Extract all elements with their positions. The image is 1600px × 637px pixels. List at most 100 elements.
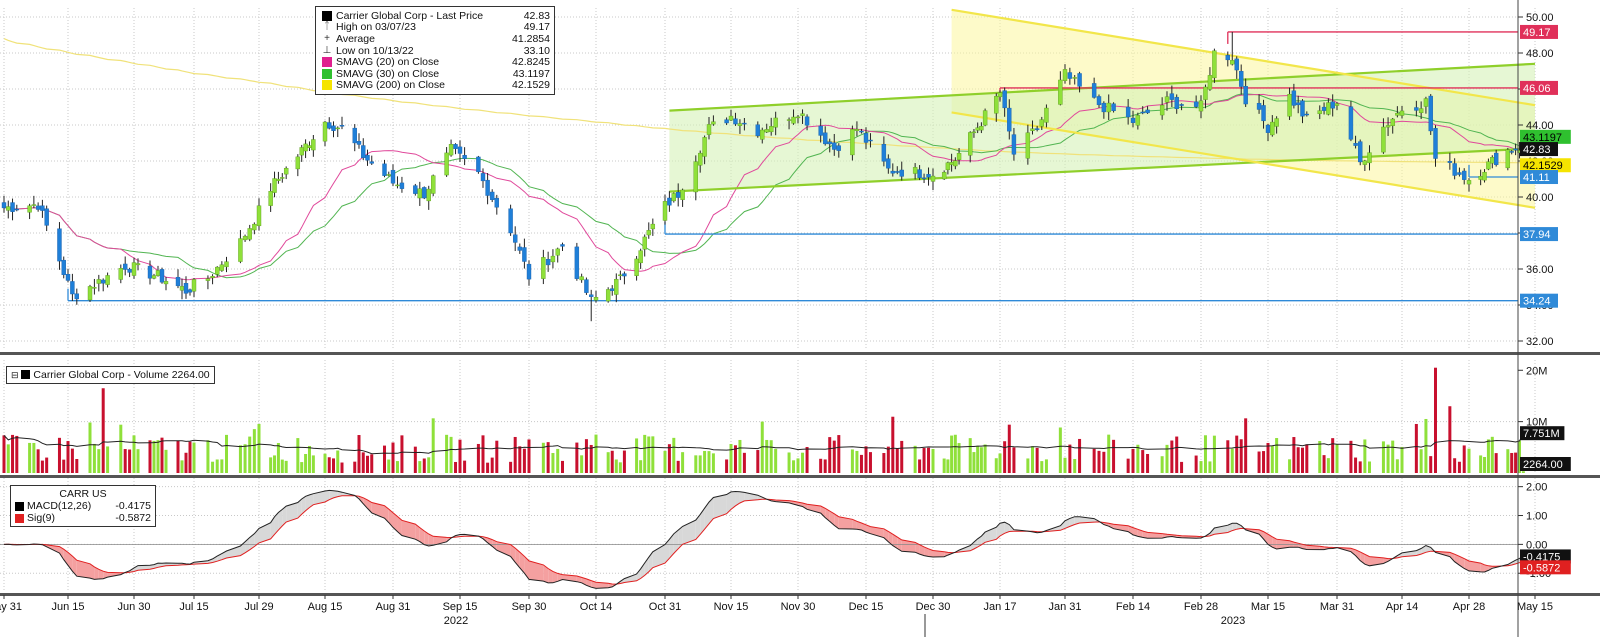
volume-bar bbox=[257, 423, 261, 473]
volume-bar bbox=[1296, 447, 1300, 473]
volume-bar bbox=[1141, 450, 1145, 473]
candle-body bbox=[1212, 50, 1217, 79]
price-tag bbox=[1520, 129, 1571, 144]
volume-bar bbox=[1073, 459, 1077, 473]
candle-body bbox=[1238, 71, 1244, 87]
macd-fill bbox=[305, 494, 310, 511]
volume-bar bbox=[300, 462, 304, 473]
volume-bar bbox=[1510, 452, 1514, 473]
candle-body bbox=[57, 228, 62, 262]
volume-bar bbox=[823, 459, 827, 473]
candle-body bbox=[854, 129, 860, 131]
price-tag bbox=[1520, 142, 1558, 157]
candle-body bbox=[676, 192, 681, 198]
price-tag-text: 42.1529 bbox=[1523, 160, 1563, 172]
candle-body bbox=[1179, 104, 1184, 106]
candle-body bbox=[1193, 101, 1199, 107]
volume-bar bbox=[855, 450, 859, 473]
candle-body bbox=[650, 223, 656, 230]
low-marker-icon: ⊥ bbox=[322, 44, 332, 56]
macd-fill bbox=[735, 491, 740, 506]
candle-body bbox=[1353, 143, 1358, 146]
candle-body bbox=[949, 162, 954, 165]
candle-body bbox=[968, 132, 973, 156]
macd-fill bbox=[552, 571, 558, 583]
green-square-icon bbox=[322, 68, 332, 79]
volume-bar bbox=[1270, 445, 1274, 473]
macd-fill bbox=[1074, 516, 1080, 525]
macd-fill bbox=[924, 546, 929, 557]
x-axis-label: May 31 bbox=[0, 601, 22, 613]
macd-fill bbox=[640, 562, 645, 579]
volume-bar bbox=[136, 449, 140, 473]
price-tag bbox=[1520, 227, 1558, 242]
candle-body bbox=[610, 288, 615, 291]
volume-bar bbox=[968, 438, 972, 473]
candle-body bbox=[283, 167, 289, 175]
candle-body bbox=[417, 188, 422, 199]
legend-row-low: ⊥ Low on 10/13/22 33.10 bbox=[320, 45, 550, 57]
collapse-icon[interactable]: ⊟ bbox=[11, 370, 19, 380]
volume-bar bbox=[1012, 447, 1016, 473]
macd-fill bbox=[1236, 523, 1242, 530]
candle-body bbox=[1334, 103, 1340, 106]
green-channel-lower bbox=[669, 147, 1536, 193]
macd-fill bbox=[286, 502, 298, 522]
candle-body bbox=[127, 268, 132, 273]
price-tag bbox=[1520, 293, 1558, 308]
legend-label-sma20: SMAVG (20) on Close bbox=[336, 56, 440, 69]
macd-fill bbox=[1480, 563, 1485, 572]
volume-bar bbox=[796, 458, 800, 473]
volume-bar bbox=[431, 418, 435, 473]
candle-body bbox=[517, 246, 522, 251]
candle-body bbox=[956, 153, 962, 160]
volume-bar bbox=[774, 448, 778, 473]
candle-body bbox=[1452, 163, 1457, 176]
volume-bar bbox=[1514, 452, 1518, 473]
volume-bar bbox=[832, 440, 836, 473]
candle-body bbox=[14, 208, 20, 211]
candle-body bbox=[1433, 128, 1438, 159]
price-axis-label: 36.00 bbox=[1526, 264, 1554, 276]
volume-bar bbox=[273, 455, 277, 473]
volume-bar bbox=[248, 436, 252, 473]
macd-fill bbox=[90, 563, 95, 580]
candle-body bbox=[589, 294, 594, 297]
x-axis-year: 2022 bbox=[444, 615, 468, 627]
volume-bar bbox=[1131, 448, 1135, 473]
macd-fill bbox=[313, 491, 325, 505]
volume-bar bbox=[942, 458, 946, 473]
volume-legend[interactable]: ⊟ Carrier Global Corp - Volume 2264.00 bbox=[6, 366, 215, 384]
price-axis-label: 44.00 bbox=[1526, 120, 1554, 132]
macd-fill bbox=[669, 533, 674, 559]
volume-bar bbox=[801, 452, 805, 473]
macd-fill bbox=[757, 495, 763, 500]
candle-body bbox=[205, 278, 211, 281]
macd-axis-label: 2.00 bbox=[1526, 482, 1547, 494]
macd-legend[interactable]: CARR US MACD(12,26) -0.4175 Sig(9) -0.58… bbox=[10, 485, 156, 527]
candle-body bbox=[1395, 112, 1400, 116]
candle-body bbox=[6, 206, 11, 211]
x-axis-label: Nov 30 bbox=[781, 601, 816, 613]
macd-fill bbox=[861, 523, 866, 533]
volume-bar bbox=[1160, 456, 1164, 473]
candle-body bbox=[1358, 141, 1363, 163]
price-legend[interactable]: Carrier Global Corp - Last Price 42.83 ᛏ… bbox=[315, 6, 555, 96]
macd-fill bbox=[726, 491, 731, 514]
volume-bar bbox=[828, 437, 832, 473]
volume-bar bbox=[6, 444, 10, 473]
volume-bar bbox=[972, 452, 976, 473]
volume-bar bbox=[1170, 440, 1174, 473]
volume-bar bbox=[787, 452, 791, 473]
volume-bar bbox=[725, 459, 729, 473]
volume-bar bbox=[123, 449, 127, 473]
x-axis-year: 2023 bbox=[1221, 615, 1245, 627]
candle-body bbox=[560, 244, 565, 247]
macd-fill bbox=[739, 491, 745, 503]
volume-bar bbox=[476, 443, 480, 473]
macd-fill bbox=[596, 582, 609, 589]
volume-bar bbox=[1318, 440, 1322, 473]
candle-body bbox=[1490, 157, 1495, 164]
candle-body bbox=[382, 163, 387, 176]
macd-fill bbox=[1004, 522, 1010, 534]
